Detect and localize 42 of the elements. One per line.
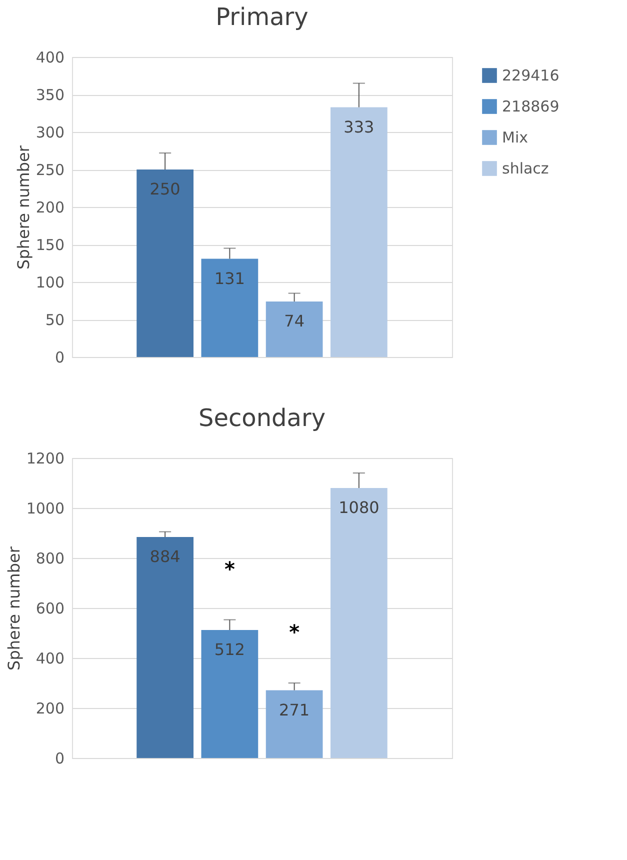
y-tick-label: 350	[36, 86, 64, 104]
y-tick-label: 1000	[26, 500, 64, 518]
bar	[201, 630, 258, 758]
y-tick-label: 200	[36, 198, 64, 216]
data-label: 333	[344, 117, 374, 136]
legend-label: shlacz	[502, 160, 549, 178]
bar	[136, 170, 194, 357]
bar	[266, 302, 323, 357]
y-tick-label: 50	[45, 311, 64, 329]
y-tick-label: 200	[36, 700, 64, 718]
legend-label: 229416	[502, 66, 560, 84]
chart-title: Secondary	[198, 404, 326, 432]
bar	[136, 537, 194, 758]
chart-title: Primary	[216, 3, 308, 31]
y-tick-label: 800	[36, 550, 64, 568]
y-tick-label: 600	[36, 600, 64, 618]
data-label: 250	[150, 180, 180, 198]
legend-label: 218869	[502, 98, 560, 116]
y-tick-label: 150	[36, 236, 64, 254]
y-tick-label: 1200	[26, 450, 64, 468]
y-tick-label: 0	[54, 348, 64, 366]
y-axis-title: Sphere number	[4, 546, 24, 670]
y-tick-label: 250	[36, 161, 64, 179]
y-tick-label: 100	[36, 274, 64, 292]
y-tick-label: 400	[36, 48, 64, 66]
legend-label: Mix	[502, 128, 528, 146]
annotation: *	[224, 556, 236, 581]
data-label: 512	[214, 640, 245, 659]
y-axis-title: Sphere number	[14, 145, 33, 270]
y-tick-label: 0	[54, 750, 64, 768]
data-label: 884	[150, 547, 180, 566]
bar	[330, 488, 388, 758]
annotation: *	[289, 620, 300, 644]
y-tick-label: 300	[36, 124, 64, 142]
data-label: 131	[214, 268, 245, 288]
y-tick-label: 400	[36, 650, 64, 668]
bar	[266, 690, 323, 758]
bar	[330, 107, 388, 357]
data-label: 271	[279, 700, 310, 720]
data-label: 1080	[338, 498, 380, 517]
bar	[201, 258, 258, 357]
data-label: 74	[284, 312, 304, 330]
